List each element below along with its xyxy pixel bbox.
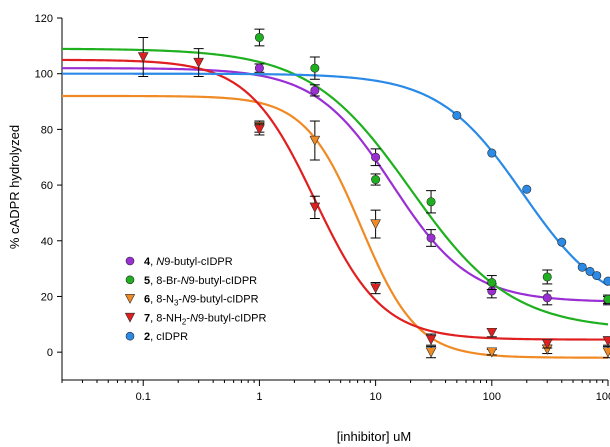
legend-text-part: - [186, 312, 190, 324]
y-axis-label: % cADPR hydrolyzed [7, 125, 22, 249]
y-tick-label: 20 [41, 291, 53, 303]
x-tick-label: 100 [483, 391, 501, 403]
data-point-s2 [603, 276, 610, 286]
fit-curve-s6 [62, 94, 608, 359]
data-point-s4 [254, 63, 264, 73]
data-point-s5 [310, 63, 320, 73]
legend-label-s2: 2, cIDPR [144, 331, 188, 343]
data-point-s6 [425, 347, 437, 358]
legend-compound-number: 6 [144, 294, 150, 306]
data-point-s5 [542, 272, 552, 282]
fit-curve-s7 [61, 58, 609, 341]
legend-marker-s6 [124, 294, 136, 304]
data-point-s2 [487, 148, 497, 158]
legend-text-part: 9-butyl-cIDPR [164, 256, 233, 268]
x-tick-label: 10 [369, 391, 381, 403]
legend-text-part: 9-butyl-cIDPR [190, 294, 259, 306]
y-tick-label: 100 [35, 69, 53, 81]
legend-text-part: 2 [182, 317, 187, 326]
legend-compound-number: 4 [144, 256, 151, 268]
legend-text-part: , cIDPR [150, 331, 188, 343]
data-point-s2 [592, 271, 602, 281]
legend-text-part: N [190, 312, 198, 324]
legend-label-s7: 7, 8-NH2-N9-butyl-cIDPR [144, 312, 267, 326]
x-tick-label: 1 [256, 391, 262, 403]
data-point-s5 [254, 32, 264, 42]
data-point-s7 [254, 124, 265, 135]
legend-text-part: N [181, 275, 189, 287]
legend-compound-number: 7 [144, 312, 150, 324]
legend-marker-s4 [125, 256, 135, 266]
data-point-s5 [426, 197, 436, 207]
data-point-s4 [310, 85, 320, 95]
legend-text-part: , [150, 256, 156, 268]
data-point-s7 [309, 202, 321, 213]
legend-text-part: 9-butyl-cIDPR [198, 312, 267, 324]
data-point-s2 [557, 237, 567, 247]
legend-text-part: , 8-Br- [150, 275, 181, 287]
legend-text-part: - [178, 294, 182, 306]
data-point-s4 [426, 233, 436, 243]
data-point-s2 [452, 110, 462, 120]
data-point-s5 [371, 175, 381, 185]
legend-text-part: 3 [174, 299, 179, 308]
data-point-s5 [603, 294, 610, 304]
fit-curve-s5 [61, 47, 609, 326]
data-point-s7 [602, 336, 610, 347]
legend-label-s6: 6, 8-N3-N9-butyl-cIDPR [144, 294, 259, 308]
x-tick-label: 1000 [596, 391, 610, 403]
y-tick-label: 40 [41, 236, 53, 248]
data-points [137, 28, 610, 359]
data-point-s2 [577, 262, 587, 272]
data-point-s2 [522, 184, 532, 194]
legend-label-s5: 5, 8-Br-N9-butyl-cIDPR [144, 275, 257, 287]
legend-text-part: N [182, 294, 190, 306]
data-point-s6 [486, 347, 498, 358]
y-tick-label: 0 [47, 347, 53, 359]
data-point-s4 [371, 152, 381, 162]
data-point-s5 [487, 278, 497, 288]
data-point-s7 [486, 327, 498, 339]
fit-curves [61, 47, 609, 359]
data-point-s7 [137, 52, 149, 63]
y-tick-label: 120 [35, 13, 53, 25]
data-point-s6 [309, 135, 321, 147]
legend-text-part: N [156, 256, 164, 268]
data-point-s7 [370, 283, 381, 294]
legend-marker-s2 [125, 331, 135, 341]
legend-compound-number: 5 [144, 275, 150, 287]
data-point-s6 [602, 347, 610, 358]
y-tick-label: 80 [41, 124, 53, 136]
fit-curve-s4 [62, 67, 609, 303]
legend-compound-number: 2 [144, 331, 150, 343]
data-point-s4 [542, 293, 552, 303]
axes: 0 20 40 60 80 100 120 0.1 1 10 100 1000 [35, 13, 610, 403]
legend-text-part: 9-butyl-cIDPR [189, 275, 258, 287]
data-point-s7 [425, 334, 437, 346]
fit-curve-s2 [62, 72, 609, 287]
y-tick-label: 60 [41, 180, 53, 192]
legend-marker-s5 [125, 275, 135, 285]
x-tick-label: 0.1 [136, 391, 151, 403]
legend-label-s4: 4, N9-butyl-cIDPR [144, 256, 233, 268]
legend-text-part: , 8-N [150, 294, 174, 306]
data-point-s6 [370, 219, 381, 230]
x-axis-label: [inhibitor] uM [337, 429, 411, 444]
data-point-s7 [541, 339, 553, 350]
data-point-s7 [193, 57, 204, 69]
data-point-s2 [585, 266, 595, 276]
legend-text-part: , 8-NH [150, 312, 182, 324]
legend-marker-s7 [124, 312, 136, 323]
